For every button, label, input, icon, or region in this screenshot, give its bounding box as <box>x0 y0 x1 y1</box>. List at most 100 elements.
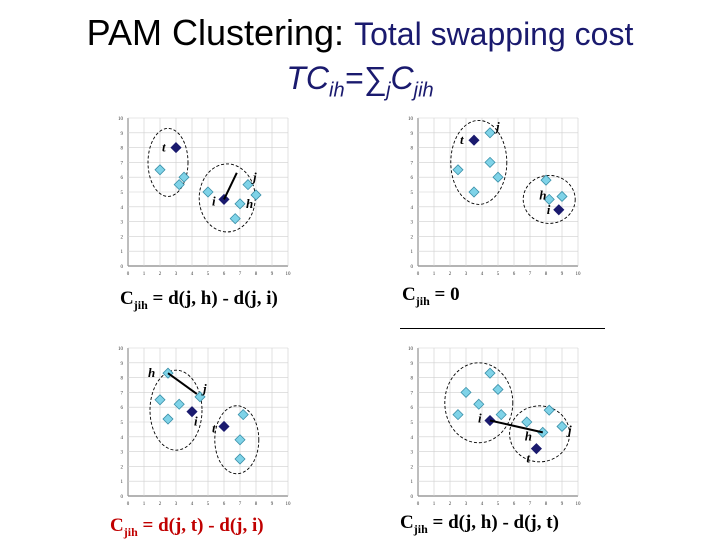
formula-eq: = <box>344 60 364 96</box>
panel-4-object <box>460 386 472 398</box>
panel-2-object <box>556 190 568 203</box>
panel-4-object <box>521 416 533 428</box>
panel-2-formula-rhs: = 0 <box>429 284 460 305</box>
panel-3-label-t: t <box>212 420 216 435</box>
panel-3-y-tick: 7 <box>121 391 124 396</box>
panel-3-x-tick: 1 <box>143 502 146 507</box>
panel-2-y-tick: 7 <box>411 161 414 166</box>
panel-1-x-tick: 9 <box>271 272 274 277</box>
panel-4-object <box>492 383 504 396</box>
panel-4-object <box>484 367 496 379</box>
panel-3-x-tick: 7 <box>239 502 242 507</box>
panel-4-object <box>543 404 555 416</box>
panel-1-object-j <box>242 179 254 191</box>
panel-2-y-tick: 9 <box>411 132 414 137</box>
panel-3-x-tick: 9 <box>271 502 274 507</box>
panel-2-label-j: j <box>494 119 500 134</box>
panel-4-x-tick: 10 <box>576 502 582 507</box>
panel-1-x-tick: 10 <box>286 272 292 277</box>
panel-2-formula-sub: jih <box>415 293 430 308</box>
panel-1-plot: 0 1 2 3 4 5 6 7 8 9 10 0 1 2 3 4 5 6 7 8 9 10 t i hj <box>118 117 292 277</box>
panel-2-y-tick: 0 <box>411 265 414 270</box>
panel-1-object <box>154 164 166 176</box>
panel-4-y-tick: 8 <box>411 377 414 382</box>
panel-4-x-tick: 8 <box>545 502 548 507</box>
panel-3-plot: 0 1 2 3 4 5 6 7 8 9 10 0 1 2 3 4 5 6 7 8 9 10 h j i t <box>118 347 292 507</box>
slide-title: PAM Clustering: Total swapping cost <box>0 12 720 55</box>
panel-1-object <box>178 171 190 183</box>
panel-2-y-tick: 6 <box>411 176 414 181</box>
panel-4-x-tick: 0 <box>417 502 420 507</box>
panel-3-medoid-t <box>218 420 230 433</box>
panel-1-formula-sub: jih <box>133 297 148 312</box>
panel-3-x-tick: 4 <box>191 502 194 507</box>
panel-3-x-tick: 10 <box>286 502 292 507</box>
panel-2-x-tick: 1 <box>433 272 436 277</box>
panel-4-label-i: i <box>478 411 482 426</box>
panel-1-formula-rhs: = d(j, h) - d(j, i) <box>147 288 278 309</box>
panel-4-medoid-t <box>530 443 542 455</box>
panel-1-label-h: h <box>246 196 253 211</box>
panel-3-y-tick: 8 <box>121 377 124 382</box>
panel-4-x-tick: 5 <box>497 502 500 507</box>
panel-1-y-tick: 5 <box>121 191 124 196</box>
panel-1-y-tick: 7 <box>121 161 124 166</box>
formula-tc-sub: ih <box>329 79 345 102</box>
title-main: PAM Clustering: <box>86 12 345 53</box>
panel-2-y-tick: 8 <box>411 147 414 152</box>
panel-2-object <box>540 174 552 186</box>
panel-1-y-tick: 1 <box>121 250 124 255</box>
panel-1-x-tick: 4 <box>191 272 194 277</box>
panel-4-formula: Cjih = d(j, h) - d(j, t) <box>400 512 559 537</box>
panel-2-cluster-t <box>450 119 508 205</box>
panel-3-formula-rhs: = d(j, t) - d(j, i) <box>137 515 264 536</box>
panel-4-x-tick: 9 <box>561 502 564 507</box>
panel-2-y-tick: 1 <box>411 250 414 255</box>
panel-1-x-tick: 8 <box>255 272 258 277</box>
panel-1-x-tick: 2 <box>159 272 162 277</box>
panel-2-object <box>452 164 464 176</box>
panel-1-link-j-i <box>223 172 238 200</box>
panel-1-object <box>202 186 214 198</box>
panel-2-object-j <box>484 127 496 139</box>
panel-4-y-tick: 6 <box>411 406 414 411</box>
panel-2-x-tick: 9 <box>561 272 564 277</box>
panel-1-y-tick: 10 <box>118 117 124 122</box>
panel-3-x-tick: 8 <box>255 502 258 507</box>
formula-sum: ∑ <box>363 60 387 96</box>
panel-4-x-tick: 1 <box>433 502 436 507</box>
panel-3-object <box>234 434 246 446</box>
panel-3-x-tick: 2 <box>159 502 162 507</box>
formula-tc: TC <box>286 60 329 96</box>
panel-1-y-tick: 3 <box>121 221 124 226</box>
title-sub: Total swapping cost <box>354 16 634 52</box>
panel-3-formula-sub: jih <box>123 524 138 539</box>
panel-1-formula: Cjih = d(j, h) - d(j, i) <box>120 288 278 313</box>
panel-2-object <box>492 171 504 183</box>
panel-3-y-tick: 4 <box>121 436 124 441</box>
panel-3-object <box>162 413 174 425</box>
panel-4-y-tick: 9 <box>411 362 414 367</box>
panel-4-y-tick: 2 <box>411 465 414 470</box>
panel-4-x-tick: 3 <box>465 502 468 507</box>
panel-4-object <box>495 409 507 421</box>
panel-4-y-tick: 0 <box>411 495 414 500</box>
panel-4-label-h: h <box>525 428 532 443</box>
panel-4-x-tick: 2 <box>449 502 452 507</box>
panel-3-object-j <box>194 391 206 403</box>
panel-1-x-tick: 5 <box>207 272 210 277</box>
panel-4-x-tick: 6 <box>513 502 516 507</box>
panel-1-label-t: t <box>162 140 166 155</box>
panel-2-cluster-i <box>522 174 576 224</box>
panel-4-link-i-h <box>489 419 544 434</box>
panel-3-formula: Cjih = d(j, t) - d(j, i) <box>110 515 264 540</box>
panel-4-formula-rhs: = d(j, h) - d(j, t) <box>427 512 559 533</box>
panel-2-y-tick: 10 <box>408 117 414 122</box>
panel-2-formula: Cjih = 0 <box>402 284 460 309</box>
panel-4-y-tick: 4 <box>411 436 414 441</box>
panel-3-link-h-j <box>167 372 198 395</box>
panel-1-x-tick: 0 <box>127 272 130 277</box>
panel-2-x-tick: 10 <box>576 272 582 277</box>
panel-4-x-tick: 7 <box>529 502 532 507</box>
cost-formula: TCih=∑jCjih <box>0 58 720 110</box>
